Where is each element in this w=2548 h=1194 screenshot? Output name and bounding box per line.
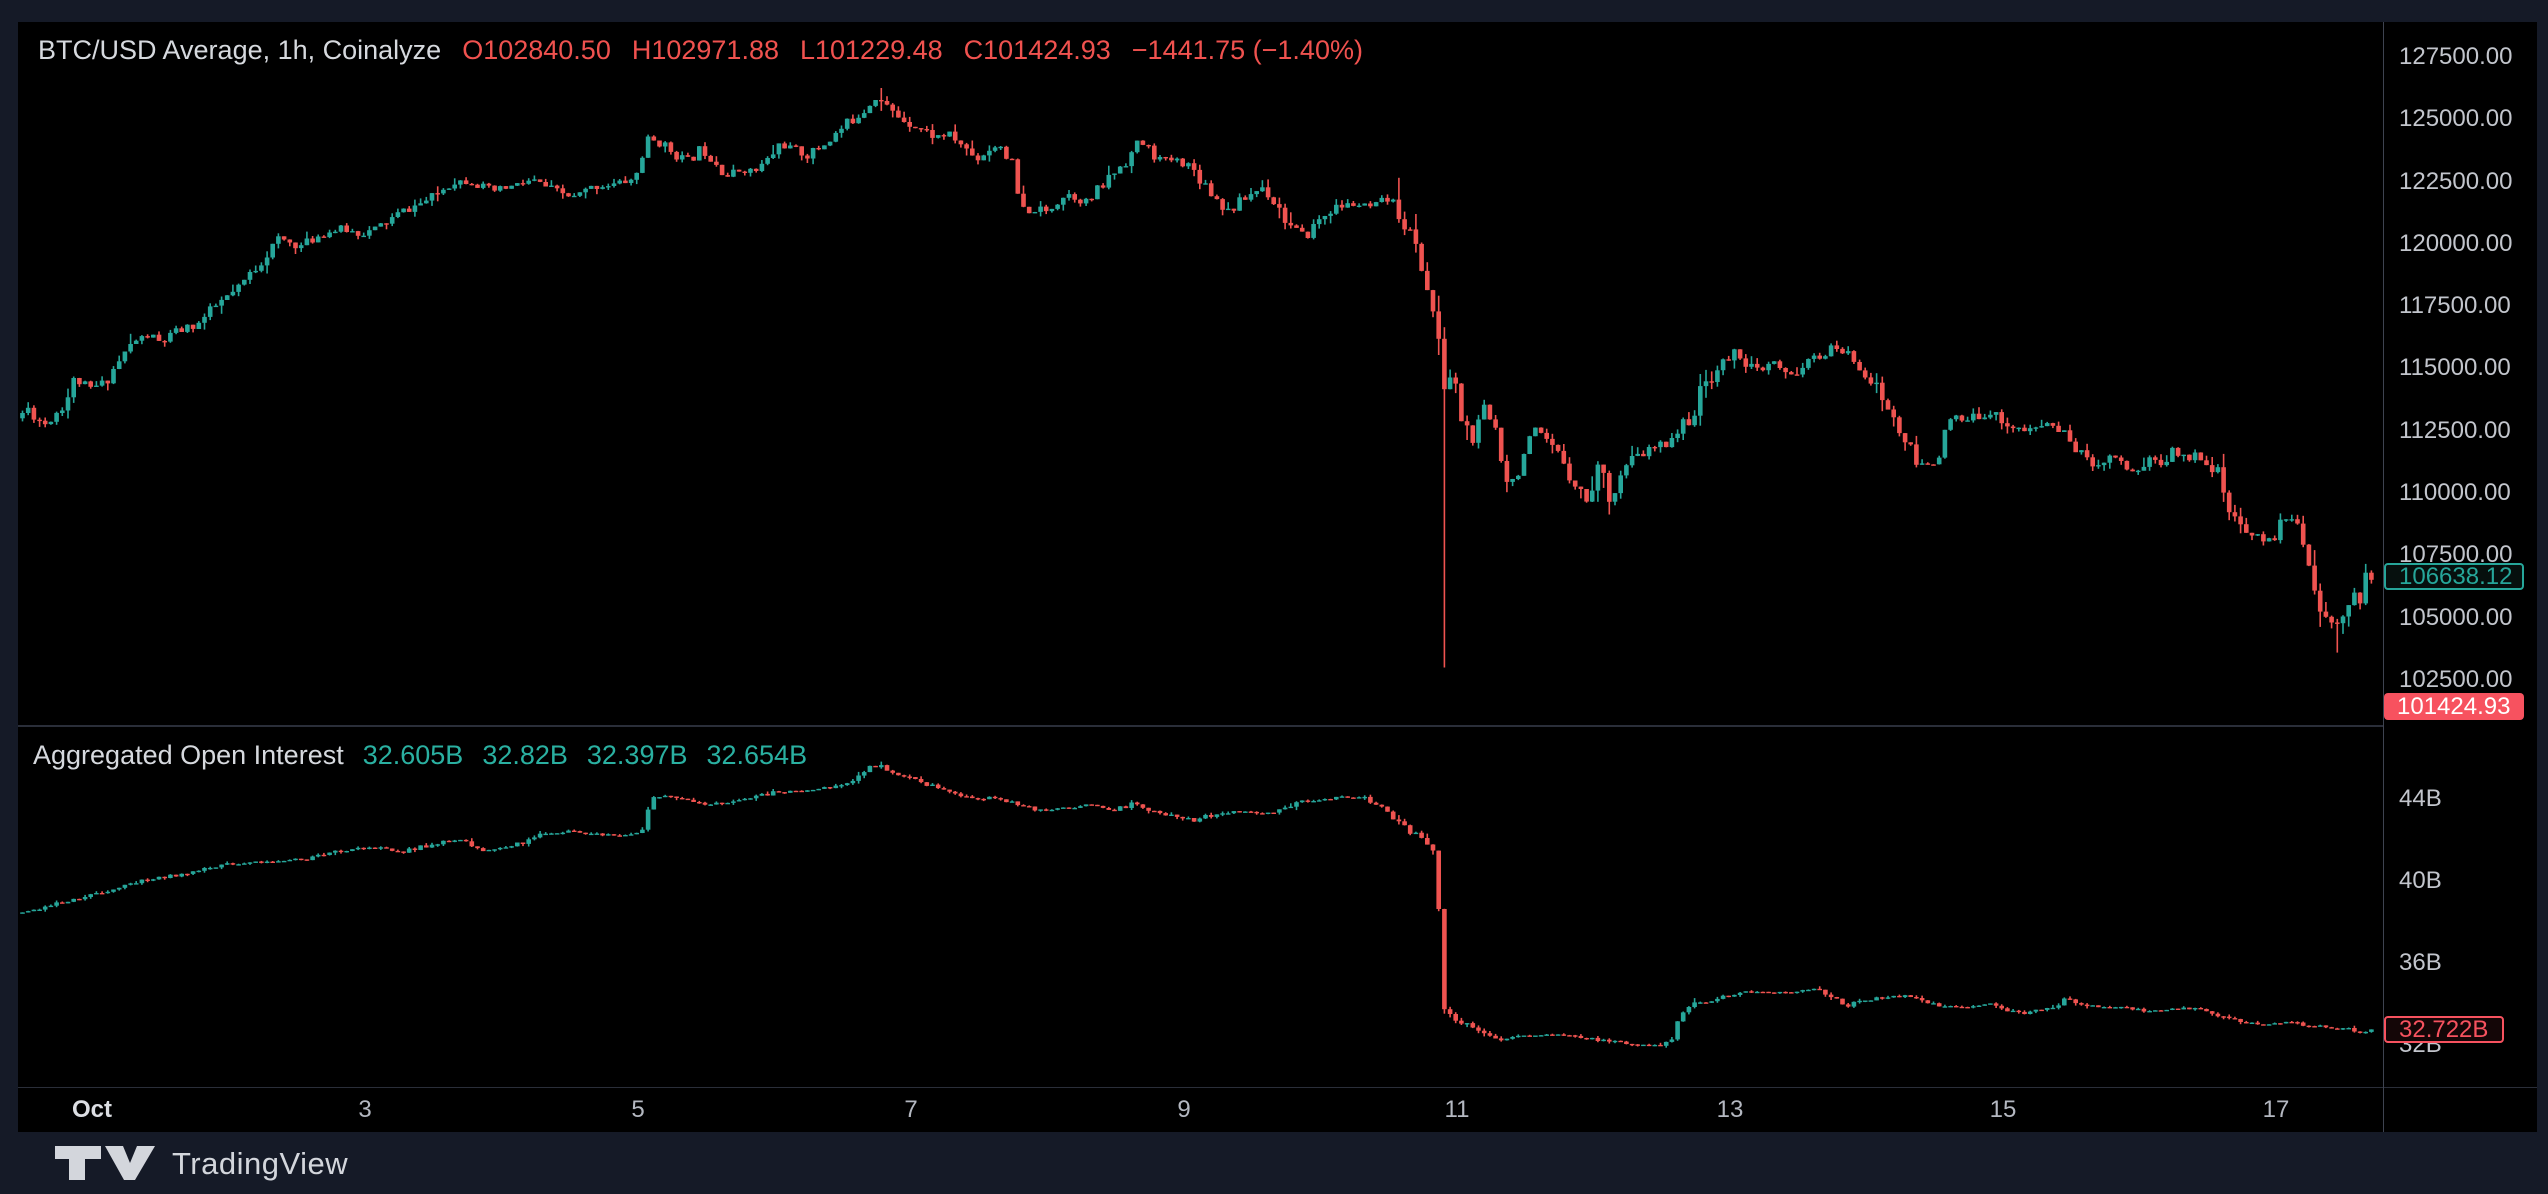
price-axis-tick-label: 120000.00 — [2399, 229, 2513, 257]
oi-legend-title[interactable]: Aggregated Open Interest — [33, 740, 344, 770]
oi-legend-close: 32.654B — [706, 740, 808, 770]
open-interest-value-tag: 32.722B — [2384, 1015, 2504, 1044]
price-axis-tick-label: 110000.00 — [2399, 479, 2511, 507]
price-axis-tick-label: 125000.00 — [2399, 105, 2513, 133]
price-pane[interactable]: BTC/USD Average, 1h, Coinalyze O102840.5… — [18, 22, 2383, 725]
oi-legend-open: 32.605B — [362, 740, 464, 770]
legend-low-value: L101229.48 — [799, 35, 943, 65]
time-axis-label: 3 — [358, 1096, 372, 1123]
price-axis-tick-label: 127500.00 — [2399, 42, 2513, 70]
time-axis-label: 15 — [1989, 1096, 2017, 1123]
tradingview-brand-text[interactable]: TradingView — [172, 1146, 349, 1181]
oi-legend: Aggregated Open Interest 32.605B 32.82B … — [33, 740, 807, 771]
price-axis-tick-label: 105000.00 — [2399, 603, 2513, 631]
price-candles-canvas[interactable] — [18, 22, 2383, 725]
open-interest-candles-canvas[interactable] — [18, 727, 2383, 1087]
time-axis-label: 9 — [1177, 1096, 1191, 1123]
last-price-tag-label: 106638.12 — [2399, 562, 2513, 590]
footer-bar: TradingView — [0, 1132, 2548, 1194]
time-axis-label: 17 — [2262, 1096, 2290, 1123]
legend-high-value: H102971.88 — [631, 35, 779, 65]
legend-close-value: C101424.93 — [963, 35, 1111, 65]
time-axis-label: 13 — [1716, 1096, 1744, 1123]
price-axis-tick-label: 117500.00 — [2399, 292, 2511, 320]
time-axis-label: 5 — [631, 1096, 645, 1123]
oi-legend-high: 32.82B — [482, 740, 568, 770]
price-axis[interactable]: 127500.00 125000.00 122500.00 120000.00 1175… — [2384, 22, 2537, 1087]
close-price-tag: 101424.93 — [2384, 692, 2524, 721]
legend-symbol-title[interactable]: BTC/USD Average, 1h, Coinalyze — [38, 35, 442, 65]
legend-open-value: O102840.50 — [462, 35, 611, 65]
price-axis-tick-label: 115000.00 — [2399, 354, 2511, 382]
legend-change-value: −1441.75 (−1.40%) — [1131, 35, 1363, 65]
time-axis[interactable]: Oct 3 5 7 9 11 13 15 17 — [18, 1087, 2537, 1132]
time-axis-label: Oct — [71, 1096, 113, 1123]
open-interest-tag-label: 32.722B — [2399, 1015, 2489, 1043]
price-axis-tick-label: 122500.00 — [2399, 167, 2513, 195]
symbol-legend: BTC/USD Average, 1h, Coinalyze O102840.5… — [38, 35, 1363, 66]
oi-axis-tick-label: 44B — [2399, 784, 2442, 812]
oi-axis-tick-label: 36B — [2399, 948, 2442, 976]
time-axis-label: 7 — [904, 1096, 918, 1123]
pane-separator[interactable] — [18, 725, 2537, 727]
oi-legend-low: 32.397B — [586, 740, 688, 770]
last-price-tag: 106638.12 — [2384, 562, 2524, 591]
tradingview-logo-icon[interactable] — [55, 1145, 155, 1181]
price-axis-tick-label: 102500.00 — [2399, 665, 2513, 693]
open-interest-pane[interactable]: Aggregated Open Interest 32.605B 32.82B … — [18, 727, 2383, 1087]
oi-axis-tick-label: 40B — [2399, 866, 2442, 894]
price-axis-border — [2383, 22, 2384, 1132]
time-axis-label: 11 — [1444, 1096, 1470, 1123]
close-price-tag-label: 101424.93 — [2397, 692, 2511, 720]
price-axis-tick-label: 112500.00 — [2399, 416, 2511, 444]
